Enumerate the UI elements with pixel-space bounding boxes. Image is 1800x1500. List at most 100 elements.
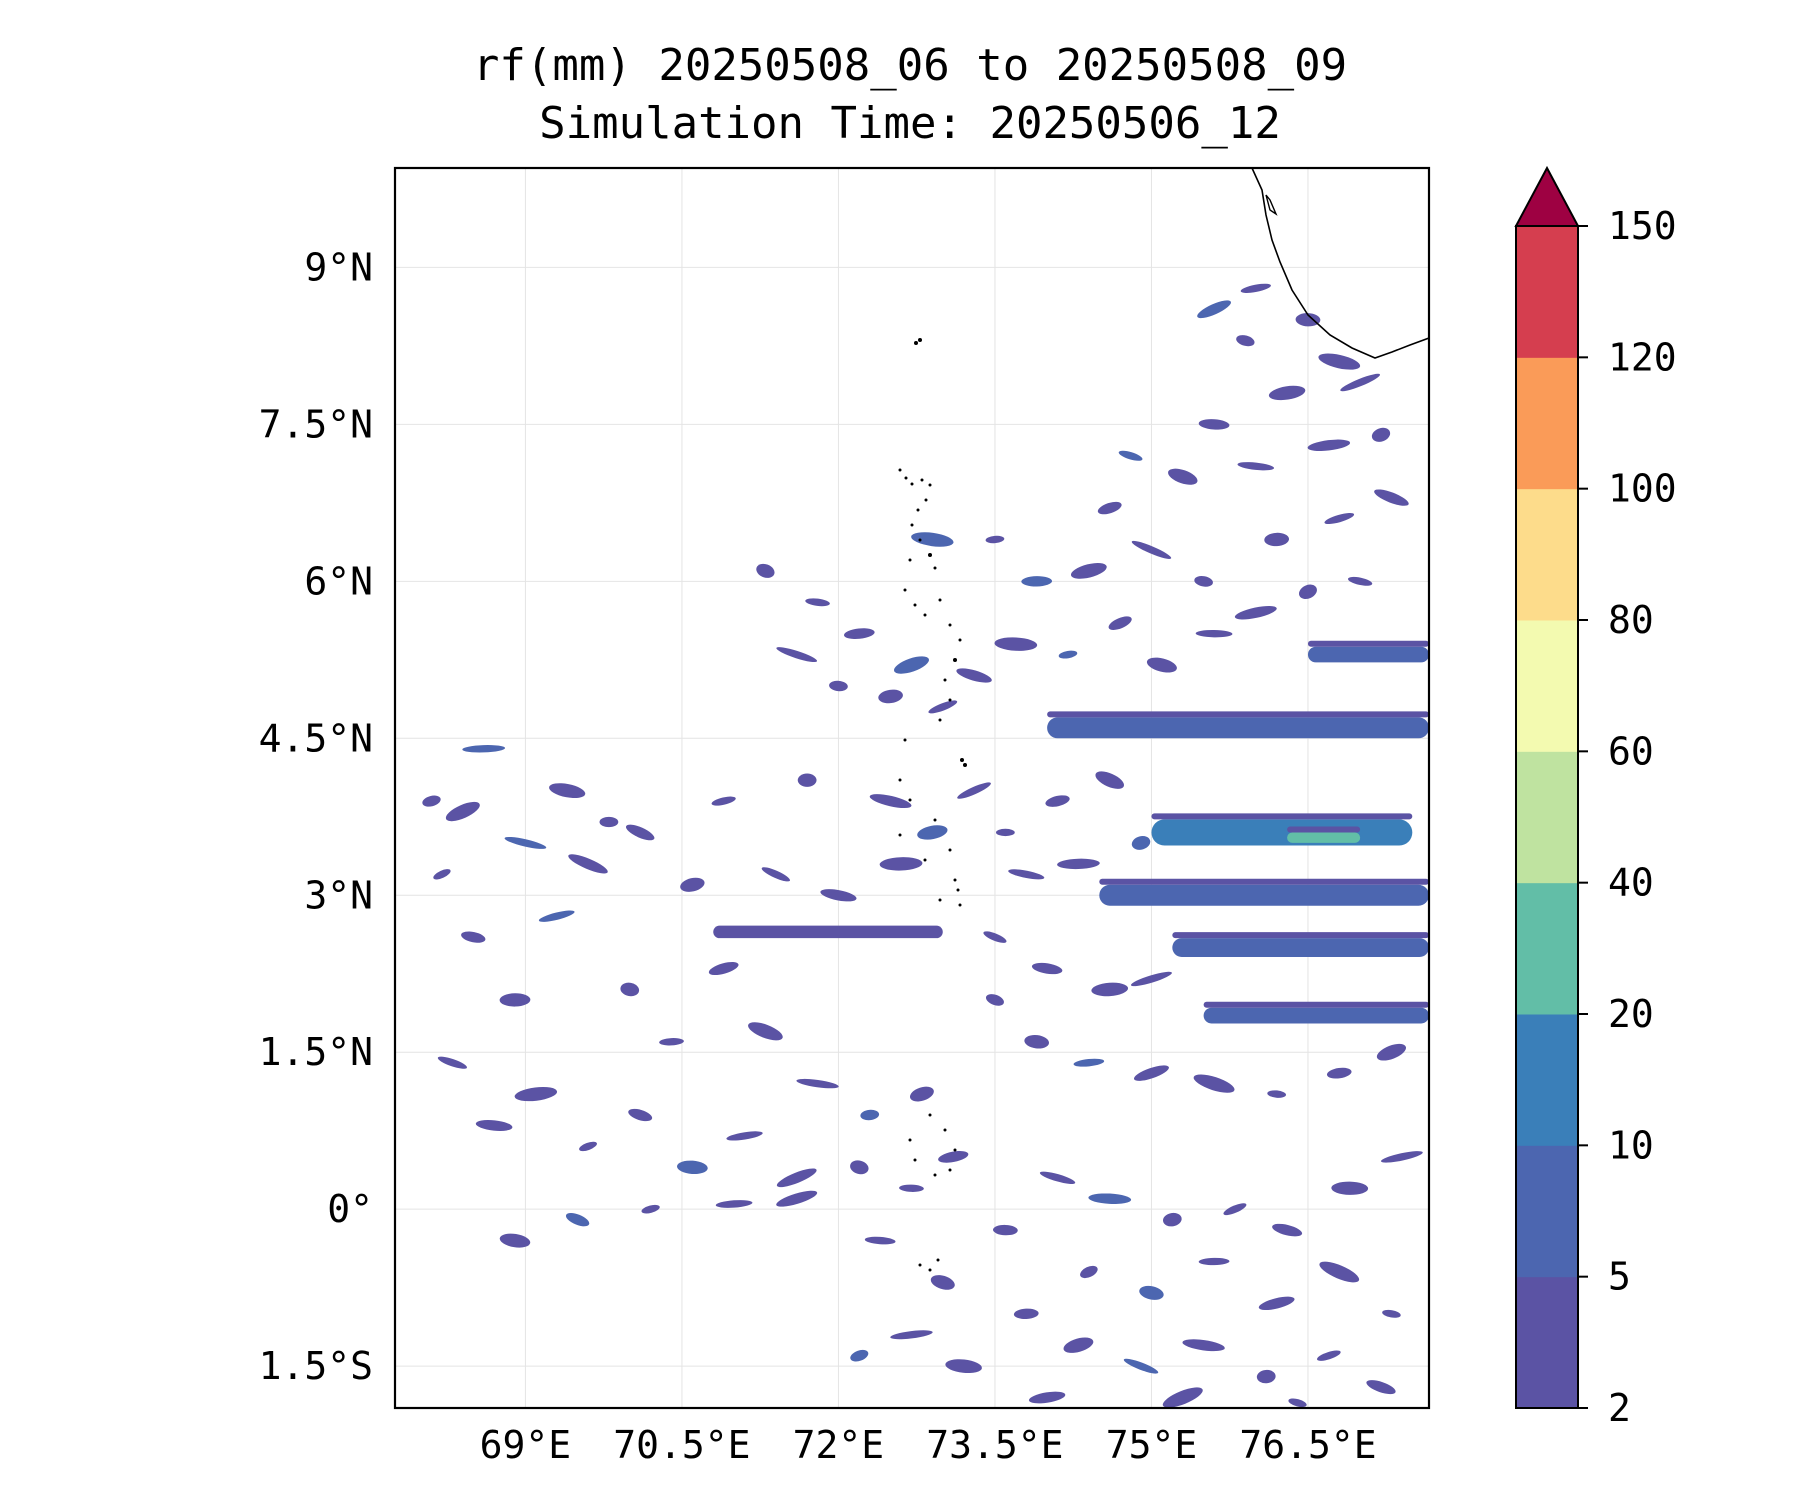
rain-band [1151,819,1413,846]
rain-cell [1131,836,1151,850]
rain-band-edge [1047,711,1429,718]
rain-cell [776,1168,817,1188]
rain-cell [475,1119,513,1131]
rain-cell [1182,1339,1225,1352]
rain-cell [628,1108,653,1122]
rain-cell [983,931,1007,943]
rain-cell [1021,576,1053,587]
rain-cell [995,828,1015,837]
rain-cell [1195,629,1233,638]
rain-cell [985,535,1005,544]
rain-cell [1236,335,1255,347]
rain-cell [1008,869,1045,880]
rain-cell [1133,1065,1169,1081]
rain-cell [1268,385,1306,401]
rain-cell [1258,1296,1295,1311]
rain-cell [994,637,1038,651]
colorbar-tick-label: 10 [1608,1123,1654,1167]
lat-tick-label: 6°N [304,559,373,603]
rain-cell [1316,1350,1341,1361]
rain-cell [1264,532,1290,547]
rain-cell [422,795,441,807]
lat-tick-label: 1.5°N [259,1030,373,1074]
rain-cell [1376,1043,1407,1061]
rain-cell [1108,616,1132,630]
rain-cell [565,1212,590,1227]
rain-cell [641,1204,660,1214]
rain-cell [514,1086,558,1102]
rain-cell [938,1151,969,1163]
simulation-time-subtitle: Simulation Time: 20250506_12 [539,98,1281,149]
rain-cell [928,700,958,714]
lon-tick-label: 72°E [793,1423,885,1467]
rain-band [1099,884,1429,906]
colorbar-tick-label: 120 [1608,335,1677,379]
rain-cell [1256,1369,1276,1384]
rain-cell [711,796,736,806]
rain-cell [1091,982,1129,997]
colorbar-extend-arrow [1514,165,1580,227]
lon-tick-label: 70.5°E [613,1423,750,1467]
colorbar-frame [1515,225,1579,1409]
rain-cell [1095,771,1125,789]
rain-band-edge [1151,813,1413,820]
rain-cell [1380,1151,1423,1163]
rain-cell [462,745,506,753]
rain-cell [625,824,655,841]
lat-tick-label: 4.5°N [259,716,373,760]
rain-cell [1063,1337,1094,1353]
rain-cell [680,877,705,892]
rain-cell [1237,462,1275,471]
rain-cell [850,1349,869,1362]
rain-cell [1070,563,1107,579]
rain-cell [1340,373,1381,392]
colorbar-bin [1516,1014,1578,1146]
longitude-tick-labels: 69°E 70.5°E 72°E 73.5°E 75°E 76.5°E [480,1423,1377,1467]
rain-cell [433,869,451,880]
rain-cell [893,656,930,674]
rain-cell [1288,1398,1307,1408]
rain-cell [1382,1309,1401,1318]
rain-band-edge [1203,1001,1429,1008]
map-frame [393,166,1431,1410]
rain-cell [796,1078,839,1089]
rain-cell [860,1109,880,1121]
rain-cell [659,1038,684,1046]
colorbar: 2 5 10 20 40 60 80 100 120 150 [1514,165,1677,1430]
rain-cell [878,689,903,704]
maldives-atolls [898,338,967,1272]
rain-cell [776,1190,818,1207]
rain-cell [1197,300,1231,319]
rain-cell [579,1141,597,1152]
lat-tick-label: 7.5°N [259,402,373,446]
rain-cell [1194,575,1213,587]
rain-cell [461,931,486,943]
rain-cell [677,1160,708,1175]
rain-cell [850,1160,869,1175]
rain-cell [1374,489,1409,506]
rain-cell [1234,605,1277,620]
rain-cell [843,628,875,640]
rain-cell [930,1275,955,1290]
lon-tick-label: 76.5°E [1239,1423,1376,1467]
latitude-tick-labels: 9°N 7.5°N 6°N 4.5°N 3°N 1.5°N 0° 1.5°S [259,245,373,1388]
rain-cell [1272,1223,1303,1237]
rain-cell [917,825,948,840]
rain-cell [1146,657,1177,673]
rain-cell [1267,1090,1287,1098]
rain-cell [1057,858,1100,870]
rain-cell [820,889,857,902]
rain-cell [1198,1257,1230,1266]
colorbar-tick-label: 2 [1608,1386,1631,1430]
rain-cell [620,982,640,997]
rain-cell [956,668,992,683]
rain-cell [776,647,818,663]
rain-cell [1162,1387,1203,1408]
rain-cell [708,961,739,976]
rain-cell [1295,313,1321,327]
colorbar-tick-label: 5 [1608,1255,1631,1299]
rain-cell [1331,1181,1369,1195]
rain-cell [899,1184,924,1192]
lat-tick-label: 9°N [304,245,373,289]
